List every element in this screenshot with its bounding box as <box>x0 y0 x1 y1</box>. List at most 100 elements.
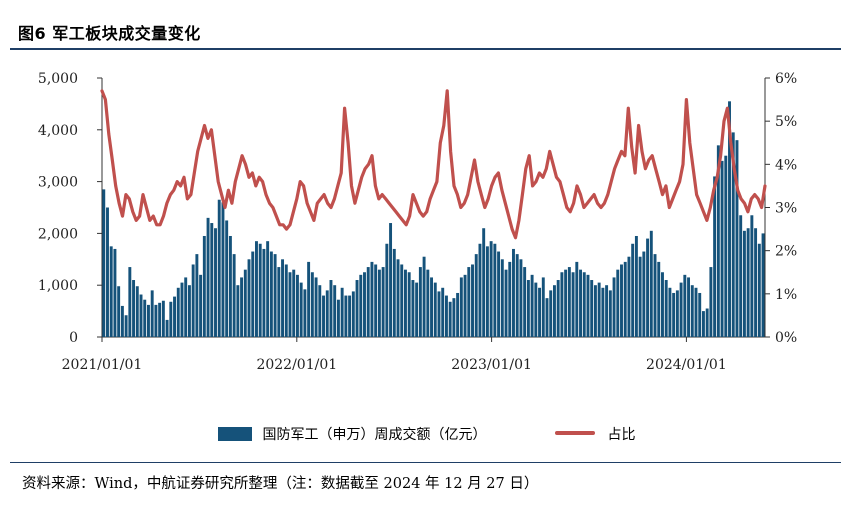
bar <box>389 223 393 337</box>
bar <box>161 300 165 337</box>
bar <box>504 269 508 337</box>
bar <box>642 251 646 337</box>
bar <box>184 277 188 337</box>
bar <box>746 228 750 337</box>
bar <box>579 269 582 337</box>
bar <box>631 243 635 337</box>
bar <box>392 248 396 337</box>
left-tick-label: 2,000 <box>38 226 78 242</box>
bar <box>698 292 702 337</box>
bar <box>523 267 527 337</box>
bar <box>728 101 731 337</box>
bar <box>601 287 605 337</box>
left-tick-label: 4,000 <box>38 123 78 139</box>
bar <box>485 246 489 337</box>
bar <box>173 296 176 337</box>
bar <box>694 287 698 337</box>
bar <box>653 254 657 337</box>
bar <box>556 280 560 337</box>
bar <box>396 259 400 337</box>
bar <box>713 176 717 337</box>
right-tick-label: 5% <box>775 114 797 130</box>
bar <box>538 287 542 337</box>
bar <box>154 304 158 337</box>
bar <box>307 261 311 337</box>
bar <box>422 256 426 337</box>
tick-labels: 0 1,000 2,000 3,000 4,000 5,000 0% 1% 2% 3% 4% 5% 6%… <box>38 71 797 373</box>
bar <box>489 241 493 337</box>
bar <box>560 272 564 337</box>
bar <box>724 155 728 337</box>
bar <box>314 277 318 337</box>
bar <box>530 274 534 337</box>
bar <box>620 264 623 337</box>
bar <box>750 215 754 337</box>
bar <box>612 277 616 337</box>
bar <box>377 269 381 337</box>
top-rule <box>10 48 841 50</box>
bar <box>448 301 452 337</box>
bar-series <box>102 101 765 337</box>
source-note: 资料来源：Wind，中航证券研究所整理（注：数据截至 2024 年 12 月 2… <box>22 476 539 492</box>
bar <box>679 282 683 337</box>
bar <box>467 267 471 337</box>
bar <box>418 267 422 337</box>
bar <box>441 287 445 337</box>
right-tick-label: 6% <box>775 71 797 87</box>
bar <box>586 274 590 337</box>
bar <box>623 261 627 337</box>
bar <box>195 254 199 337</box>
bar <box>340 287 344 337</box>
bar <box>180 282 184 337</box>
bar <box>381 267 385 337</box>
legend-bar-swatch <box>218 427 252 441</box>
bar <box>564 269 568 337</box>
bar <box>217 199 221 337</box>
left-tick-label: 3,000 <box>38 175 78 191</box>
legend-bar-label: 国防军工（申万）周成交额（亿元） <box>262 427 487 443</box>
bar <box>541 277 545 337</box>
bar <box>605 285 609 337</box>
bar <box>284 264 288 337</box>
right-tick-label: 0% <box>775 330 797 346</box>
bar <box>761 233 765 337</box>
bar <box>295 274 299 337</box>
right-tick-label: 3% <box>775 201 797 217</box>
bar <box>363 272 366 337</box>
bar <box>370 261 374 337</box>
bar <box>597 282 601 337</box>
legend-line-swatch <box>555 431 595 435</box>
bar <box>240 277 244 337</box>
bar <box>374 264 378 337</box>
bar <box>191 264 195 337</box>
bar <box>262 248 266 337</box>
line-series <box>100 89 767 240</box>
chart-title: 图6 军工板块成交量变化 <box>18 24 201 43</box>
bar <box>519 259 523 337</box>
bar <box>106 207 109 337</box>
bar <box>117 286 121 337</box>
bar <box>731 132 735 337</box>
right-tick-label: 2% <box>775 244 797 260</box>
bar <box>325 290 329 337</box>
bar <box>474 254 478 337</box>
bar <box>664 280 668 337</box>
bar <box>657 261 661 337</box>
bar <box>139 294 143 337</box>
bar <box>687 277 691 337</box>
bar <box>575 261 579 337</box>
bar <box>236 285 240 337</box>
bar <box>150 290 154 337</box>
bar <box>433 282 437 337</box>
bar <box>158 302 162 337</box>
bar <box>318 285 322 337</box>
bar <box>534 282 538 337</box>
bar <box>336 299 340 337</box>
bar <box>675 290 679 337</box>
bar <box>754 228 758 337</box>
bar <box>593 285 597 337</box>
bar <box>716 145 720 337</box>
bar <box>515 254 519 337</box>
bar <box>277 267 281 337</box>
legend-bar-entry: 国防军工（申万）周成交额（亿元） <box>218 424 486 444</box>
